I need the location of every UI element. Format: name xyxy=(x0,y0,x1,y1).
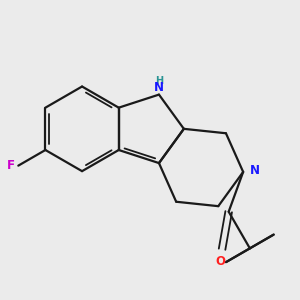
Text: F: F xyxy=(7,159,15,172)
Text: O: O xyxy=(215,255,225,268)
Text: H: H xyxy=(155,76,163,86)
Text: N: N xyxy=(250,164,260,177)
Text: N: N xyxy=(154,81,164,94)
